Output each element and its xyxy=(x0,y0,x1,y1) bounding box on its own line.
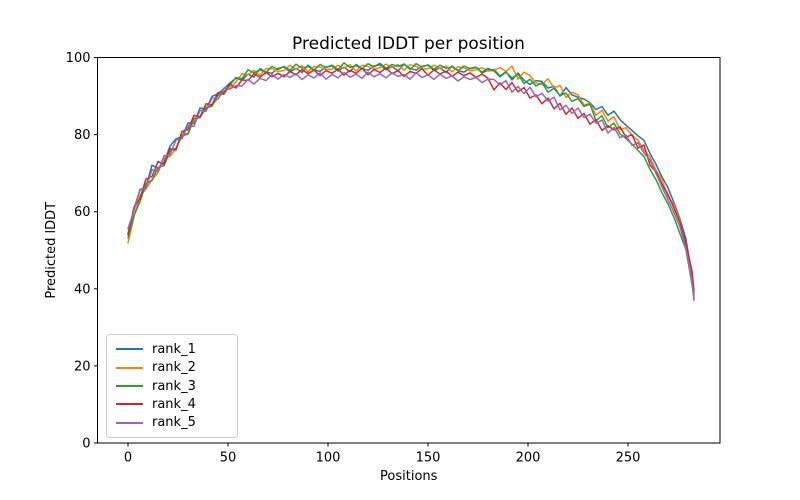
y-tick-label: 20 xyxy=(74,359,91,374)
series-line-rank_4 xyxy=(127,67,695,292)
legend-swatch xyxy=(116,403,143,406)
legend-label: rank_4 xyxy=(152,396,196,412)
x-tick-label: 150 xyxy=(416,451,441,466)
x-tick-label: 50 xyxy=(220,451,237,466)
x-tick-label: 0 xyxy=(124,451,132,466)
y-tick-label: 80 xyxy=(74,128,91,143)
legend-item-rank_4: rank_4 xyxy=(116,395,228,413)
x-tick-label: 200 xyxy=(516,451,541,466)
legend-label: rank_5 xyxy=(152,415,196,431)
legend-item-rank_2: rank_2 xyxy=(116,358,228,376)
chart-title: Predicted lDDT per position xyxy=(292,34,525,54)
series-line-rank_5 xyxy=(127,71,695,302)
axes-spines xyxy=(97,57,721,444)
legend-swatch xyxy=(116,366,143,369)
x-axis-label: Positions xyxy=(380,469,438,484)
legend-item-rank_5: rank_5 xyxy=(116,414,228,432)
legend-label: rank_2 xyxy=(152,360,196,376)
x-tick-label: 100 xyxy=(316,451,341,466)
y-tick-label: 100 xyxy=(66,51,91,66)
legend-label: rank_3 xyxy=(152,378,196,394)
legend-item-rank_3: rank_3 xyxy=(116,377,228,395)
y-tick-label: 40 xyxy=(74,282,91,297)
legend-item-rank_1: rank_1 xyxy=(116,340,228,358)
legend-swatch xyxy=(116,421,143,424)
legend: rank_1 rank_2 rank_3 rank_4 rank_5 xyxy=(106,334,238,438)
series-line-rank_3 xyxy=(127,62,695,300)
legend-label: rank_1 xyxy=(152,341,196,357)
y-tick-label: 0 xyxy=(82,437,90,452)
legend-swatch xyxy=(116,348,143,351)
legend-swatch xyxy=(116,385,143,388)
y-axis-label: Predicted lDDT xyxy=(44,202,59,299)
x-tick-label: 250 xyxy=(616,451,641,466)
y-tick-label: 60 xyxy=(74,205,91,220)
